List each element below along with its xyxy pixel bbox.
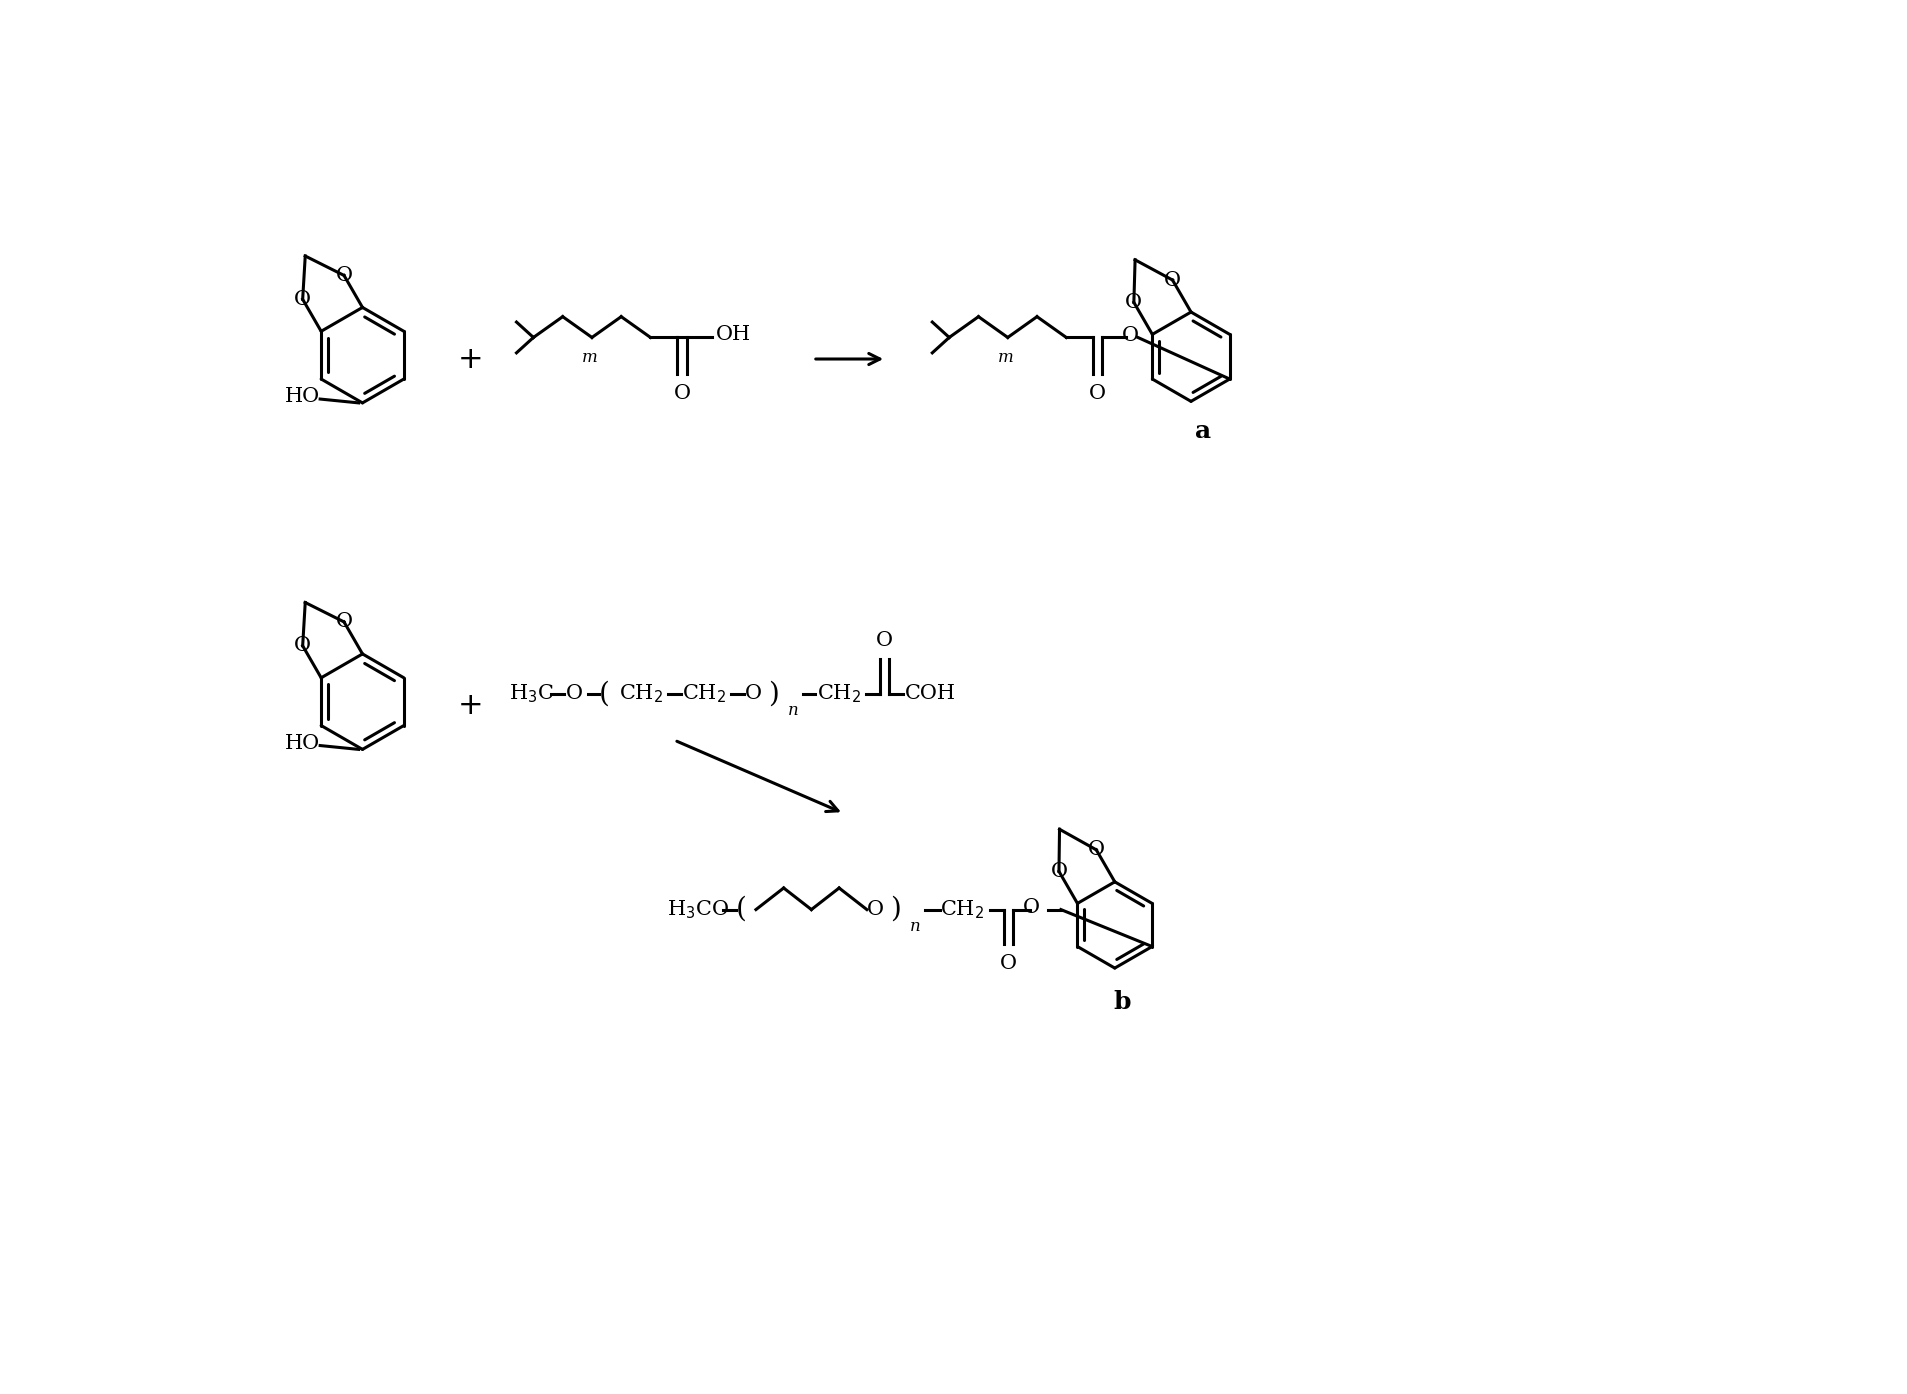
- Text: CH$_2$: CH$_2$: [940, 898, 984, 921]
- Text: +: +: [458, 691, 482, 721]
- Text: (: (: [599, 680, 610, 708]
- Text: O: O: [294, 290, 311, 309]
- Text: O: O: [1121, 326, 1138, 344]
- Text: b: b: [1114, 990, 1131, 1013]
- Text: CH$_2$: CH$_2$: [683, 683, 727, 705]
- Text: O: O: [1163, 270, 1180, 290]
- Text: O: O: [1125, 293, 1142, 312]
- Text: HO: HO: [284, 388, 320, 406]
- Text: O: O: [875, 631, 892, 650]
- Text: O: O: [566, 684, 584, 704]
- Text: O: O: [999, 955, 1016, 973]
- Text: HO: HO: [284, 733, 320, 753]
- Text: O: O: [1024, 898, 1039, 917]
- Text: COH: COH: [904, 684, 955, 704]
- Text: O: O: [746, 684, 763, 704]
- Text: O: O: [673, 383, 690, 403]
- Text: O: O: [868, 901, 883, 919]
- Text: +: +: [458, 344, 482, 374]
- Text: CH$_2$: CH$_2$: [620, 683, 664, 705]
- Text: O: O: [336, 266, 353, 284]
- Text: CH$_2$: CH$_2$: [816, 683, 862, 705]
- Text: m: m: [997, 348, 1013, 367]
- Text: H$_3$C: H$_3$C: [509, 683, 553, 705]
- Text: O: O: [1089, 383, 1106, 403]
- Text: O: O: [294, 636, 311, 655]
- Text: a: a: [1194, 420, 1211, 443]
- Text: m: m: [582, 348, 597, 367]
- Text: ): ): [891, 896, 900, 923]
- Text: O: O: [1087, 841, 1104, 859]
- Text: OH: OH: [715, 325, 751, 344]
- Text: O: O: [336, 612, 353, 631]
- Text: n: n: [788, 703, 799, 719]
- Text: n: n: [910, 919, 921, 935]
- Text: H$_3$CO: H$_3$CO: [667, 898, 728, 921]
- Text: ): ): [769, 680, 780, 708]
- Text: (: (: [736, 896, 748, 923]
- Text: O: O: [1051, 861, 1068, 881]
